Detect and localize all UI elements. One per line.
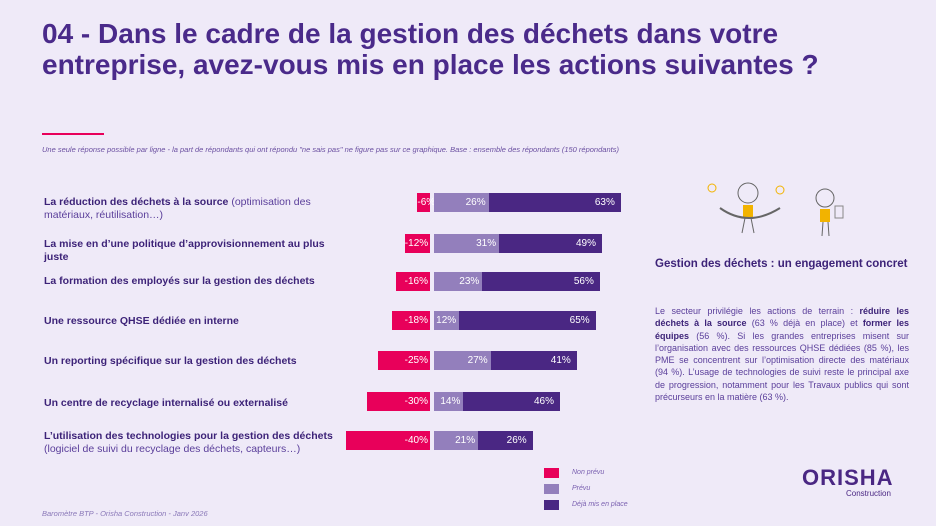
category-label: La formation des employés sur la gestion… xyxy=(44,275,315,287)
bar-prevu: 21% xyxy=(434,431,479,450)
bar-non-prevu: -12% xyxy=(404,234,430,253)
legend-swatch xyxy=(544,468,559,478)
bar-prevu: 23% xyxy=(434,272,483,291)
legend-swatch xyxy=(544,484,559,494)
bar-prevu: 14% xyxy=(434,392,464,411)
bar-non-prevu: -25% xyxy=(377,351,430,370)
bar-non-prevu: -40% xyxy=(346,431,430,450)
bar-non-prevu: -30% xyxy=(367,392,430,411)
category-label: La mise en d’une politique d’approvision… xyxy=(44,238,325,263)
category-label: Un reporting spécifique sur la gestion d… xyxy=(44,355,297,367)
bar-deja-en-place: 46% xyxy=(463,392,560,411)
footer: Baromètre BTP - Orisha Construction - Ja… xyxy=(42,509,208,518)
bar-prevu: 26% xyxy=(434,193,489,212)
bar-non-prevu: -16% xyxy=(396,272,430,291)
illustration-figures-icon xyxy=(707,182,844,237)
bar-non-prevu: -18% xyxy=(392,311,430,330)
bar-deja-en-place: 56% xyxy=(482,272,600,291)
bar-deja-en-place: 26% xyxy=(478,431,533,450)
bar-prevu: 31% xyxy=(434,234,500,253)
page-title: 04 - Dans le cadre de la gestion des déc… xyxy=(42,18,819,80)
bar-prevu: 12% xyxy=(434,311,460,330)
bar-deja-en-place: 65% xyxy=(459,311,596,330)
category-label: La réduction des déchets à la source (op… xyxy=(44,196,311,221)
bar-deja-en-place: 63% xyxy=(488,193,621,212)
bar-prevu: 27% xyxy=(434,351,491,370)
category-label: Une ressource QHSE dédiée en interne xyxy=(44,315,239,327)
bar-deja-en-place: 41% xyxy=(490,351,577,370)
bar-deja-en-place: 49% xyxy=(499,234,602,253)
side-paragraph: Le secteur privilégie les actions de ter… xyxy=(655,306,910,403)
bar-non-prevu: -6% xyxy=(417,193,435,212)
orisha-logo: ORISHA Construction xyxy=(802,465,894,498)
side-heading: Gestion des déchets : un engagement conc… xyxy=(655,258,908,270)
category-label: L’utilisation des technologies pour la g… xyxy=(44,430,333,455)
subtitle: Une seule réponse possible par ligne - l… xyxy=(42,145,619,154)
category-label: Un centre de recyclage internalisé ou ex… xyxy=(44,397,288,409)
legend-swatch xyxy=(544,500,559,510)
title-underline xyxy=(42,133,104,135)
